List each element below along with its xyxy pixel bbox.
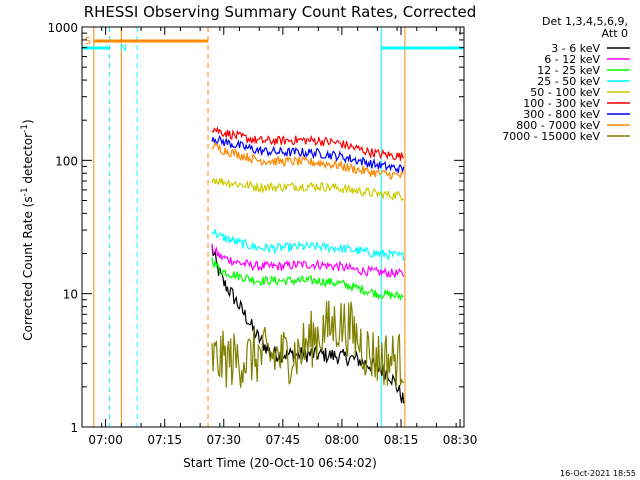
plot-frame — [81, 26, 465, 428]
x-axis-label: Start Time (20-Oct-10 06:54:02) — [183, 456, 377, 470]
series-line-800-7000-kev — [211, 141, 404, 181]
legend-label-25-50-kev: 25 - 50 keV — [537, 75, 600, 88]
series-line-25-50-kev — [211, 229, 405, 261]
x-tick-label: 08:00 — [325, 433, 360, 447]
y-axis-label-main: Corrected Count Rate (s — [21, 196, 35, 340]
x-tick-label: 07:45 — [266, 433, 301, 447]
y-tick-label: 1000 — [47, 21, 78, 35]
x-tick-label: 08:30 — [443, 433, 478, 447]
y-axis-label-mid: detector — [21, 133, 35, 188]
x-tick-label: 07:15 — [147, 433, 182, 447]
chart-title: RHESSI Observing Summary Count Rates, Co… — [84, 3, 477, 21]
legend-label-300-800-kev: 300 - 800 keV — [523, 108, 600, 121]
series-line-50-100-kev — [211, 177, 405, 202]
series-line-12-25-kev — [211, 257, 405, 302]
series-layer — [211, 125, 405, 404]
series-line-6-12-kev — [211, 243, 405, 278]
y-axis-label-end: ) — [21, 119, 35, 124]
legend-label-12-25-kev: 12 - 25 keV — [537, 64, 600, 77]
legend-label-100-300-kev: 100 - 300 keV — [523, 97, 600, 110]
x-tick-label: 07:30 — [206, 433, 241, 447]
legend-label-800-7000-kev: 800 - 7000 keV — [516, 119, 600, 132]
footer-timestamp: 16-Oct-2021 18:55 — [560, 469, 636, 478]
marker-label-n: N — [120, 43, 127, 54]
axes: 07:00 07:15 07:30 07:45 08:00 08:15 08:30 1 10 10… — [47, 21, 477, 447]
marker-label-s: S — [85, 36, 91, 47]
annotation-layer: SN — [81, 27, 465, 427]
y-axis-label-sup2: -1 — [20, 124, 30, 133]
y-axis-label-sup1: -1 — [20, 187, 30, 196]
y-tick-label: 1 — [70, 421, 78, 435]
series-line-100-300-kev — [211, 125, 405, 161]
y-tick-label: 100 — [55, 154, 78, 168]
series-line-7000-15000-kev — [211, 300, 405, 389]
x-tick-label: 08:15 — [384, 433, 419, 447]
x-tick-label: 07:00 — [88, 433, 123, 447]
legend-label-3-6-kev: 3 - 6 keV — [551, 42, 600, 55]
legend-label-50-100-kev: 50 - 100 keV — [530, 86, 600, 99]
legend-label-7000-15000-kev: 7000 - 15000 keV — [502, 130, 600, 143]
series-line-300-800-kev — [211, 134, 405, 174]
legend-header-line2: Att 0 — [602, 27, 628, 40]
legend-header-line1: Det 1,3,4,5,6,9, — [542, 15, 628, 28]
y-axis-label: Corrected Count Rate (s-1 detector-1) — [20, 119, 35, 340]
legend-label-6-12-kev: 6 - 12 keV — [544, 53, 600, 66]
y-tick-label: 10 — [63, 288, 78, 302]
